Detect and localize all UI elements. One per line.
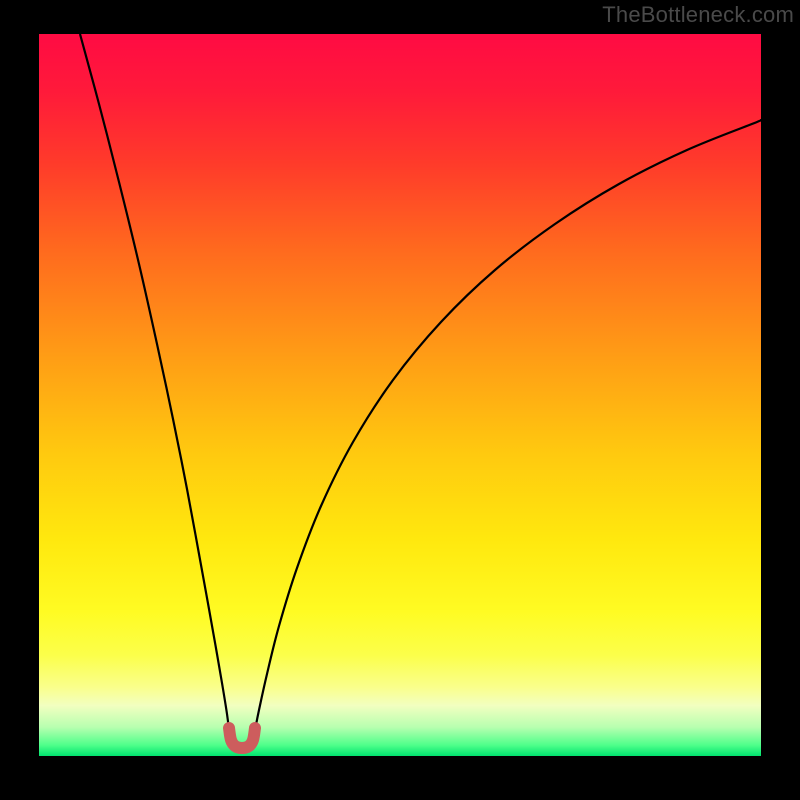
minimum-marker — [229, 728, 255, 748]
left-curve — [80, 34, 230, 740]
watermark-text: TheBottleneck.com — [602, 2, 794, 28]
bottleneck-curves-svg — [39, 34, 761, 756]
plot-area — [39, 34, 761, 756]
right-curve — [253, 119, 761, 740]
bottleneck-chart-container: { "watermark": { "text": "TheBottleneck.… — [0, 0, 800, 800]
